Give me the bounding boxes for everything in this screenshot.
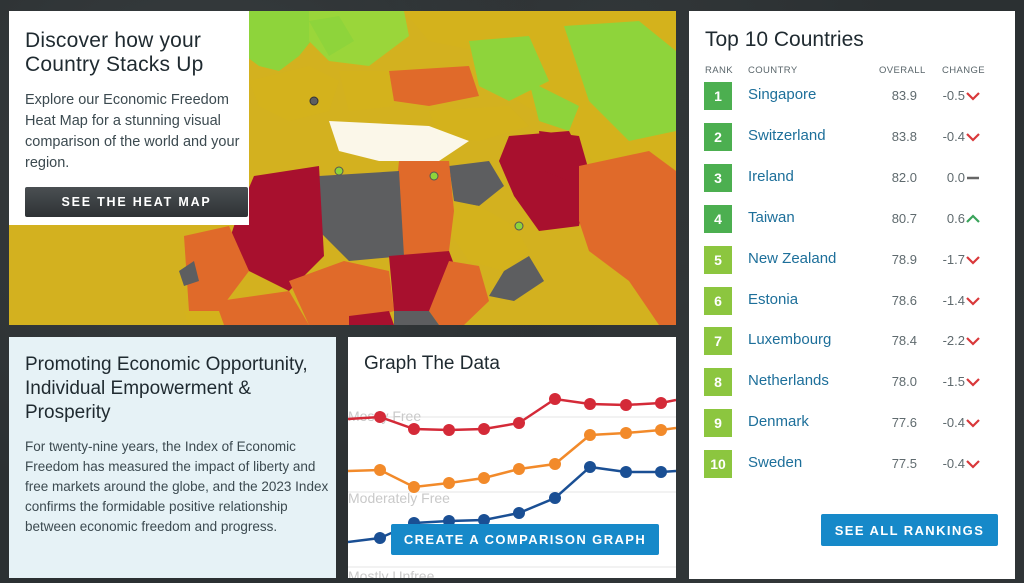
chevron-down-icon bbox=[966, 419, 980, 428]
overall-score: 80.7 bbox=[891, 210, 917, 226]
country-link[interactable]: Estonia bbox=[748, 290, 799, 308]
promo-panel: Promoting Economic Opportunity, Individu… bbox=[9, 337, 336, 578]
graph-title: Graph The Data bbox=[364, 353, 500, 374]
heat-map-description: Explore our Economic Freedom Heat Map fo… bbox=[25, 92, 240, 171]
ranking-row[interactable]: 10 Sweden 77.5 -0.4 bbox=[689, 450, 1015, 491]
ranking-row[interactable]: 6 Estonia 78.6 -1.4 bbox=[689, 286, 1015, 328]
rank-badge: 3 bbox=[704, 163, 732, 192]
rank-badge: 1 bbox=[704, 82, 732, 110]
country-link[interactable]: Singapore bbox=[748, 86, 817, 103]
ranking-row[interactable]: 2 Switzerland 83.8 -0.4 bbox=[689, 122, 1015, 164]
country-link[interactable]: Sweden bbox=[748, 454, 803, 472]
country-header: COUNTRY bbox=[748, 65, 798, 76]
chevron-up-icon bbox=[966, 214, 980, 223]
rank-badge: 7 bbox=[704, 327, 732, 356]
overall-score: 83.9 bbox=[891, 88, 917, 103]
rank-badge: 5 bbox=[704, 245, 732, 274]
score-change: 0.0 bbox=[946, 169, 965, 185]
score-change: -1.4 bbox=[942, 292, 965, 308]
ranking-row[interactable]: 8 Netherlands 78.0 -1.5 bbox=[689, 368, 1015, 409]
score-change: -0.5 bbox=[942, 88, 965, 103]
ranking-row[interactable]: 4 Taiwan 80.7 0.6 bbox=[689, 204, 1015, 246]
rank-badge: 10 bbox=[704, 450, 732, 479]
chevron-down-icon bbox=[966, 255, 980, 265]
overall-score: 77.5 bbox=[891, 456, 917, 472]
country-link[interactable]: Netherlands bbox=[748, 372, 829, 390]
ranking-row[interactable]: 7 Luxembourg 78.4 -2.2 bbox=[689, 327, 1015, 368]
chevron-down-icon bbox=[966, 296, 980, 306]
promo-title: Promoting Economic Opportunity, Individu… bbox=[25, 354, 308, 423]
graph-panel: Mostly Free Moderately Free Mostly Unfre… bbox=[348, 337, 676, 578]
rank-badge: 8 bbox=[704, 368, 732, 397]
heat-map-title: Discover how your Country Stacks Up bbox=[25, 29, 204, 76]
overall-score: 78.6 bbox=[891, 292, 917, 308]
top-10-panel: Top 10 Countries RANK COUNTRY OVERALL CH… bbox=[689, 11, 1015, 579]
overall-score: 83.8 bbox=[891, 128, 917, 144]
score-change: -2.2 bbox=[942, 333, 965, 349]
ranking-row[interactable]: 1 Singapore 83.9 -0.5 bbox=[689, 82, 1015, 123]
score-change: -0.4 bbox=[942, 415, 965, 431]
ranking-row[interactable]: 5 New Zealand 78.9 -1.7 bbox=[689, 245, 1015, 287]
ranking-row[interactable]: 3 Ireland 82.0 0.0 bbox=[689, 163, 1015, 205]
top-10-title: Top 10 Countries bbox=[705, 28, 864, 51]
rank-header: RANK bbox=[705, 65, 733, 76]
rank-badge: 6 bbox=[704, 286, 732, 315]
promo-text: For twenty-nine years, the Index of Econ… bbox=[25, 439, 329, 534]
score-change: -0.4 bbox=[942, 456, 965, 472]
rank-badge: 2 bbox=[704, 122, 732, 151]
country-link[interactable]: Ireland bbox=[748, 167, 794, 185]
chevron-down-icon bbox=[966, 337, 980, 346]
see-all-rankings-button[interactable]: SEE ALL RANKINGS bbox=[821, 514, 998, 546]
heat-map-panel: Discover how your Country Stacks Up Expl… bbox=[9, 11, 676, 325]
band-label-mostly-unfree: Mostly Unfree bbox=[348, 568, 435, 578]
overall-score: 77.6 bbox=[891, 415, 917, 431]
rank-badge: 9 bbox=[704, 409, 732, 438]
rank-badge: 4 bbox=[704, 204, 732, 233]
score-change: -0.4 bbox=[942, 128, 965, 144]
band-label-moderately-free: Moderately Free bbox=[348, 490, 450, 506]
overall-score: 78.9 bbox=[891, 251, 917, 267]
chevron-down-icon bbox=[966, 133, 980, 142]
change-header: CHANGE bbox=[942, 65, 986, 76]
score-change: 0.6 bbox=[946, 210, 965, 226]
overall-score: 78.0 bbox=[891, 374, 917, 390]
country-link[interactable]: Luxembourg bbox=[748, 331, 832, 349]
create-comparison-graph-button[interactable]: CREATE A COMPARISON GRAPH bbox=[391, 524, 659, 555]
chevron-down-icon bbox=[966, 378, 980, 387]
overall-score: 78.4 bbox=[891, 333, 917, 349]
country-link[interactable]: Switzerland bbox=[748, 126, 826, 144]
overall-header: OVERALL bbox=[879, 65, 926, 76]
chevron-down-icon bbox=[966, 92, 980, 101]
country-link[interactable]: Taiwan bbox=[748, 208, 795, 226]
dash-icon bbox=[967, 176, 979, 180]
overall-score: 82.0 bbox=[891, 169, 917, 185]
see-heat-map-button[interactable]: SEE THE HEAT MAP bbox=[25, 187, 248, 217]
score-change: -1.7 bbox=[942, 251, 965, 267]
score-change: -1.5 bbox=[942, 374, 965, 390]
country-link[interactable]: New Zealand bbox=[748, 249, 837, 267]
ranking-row[interactable]: 9 Denmark 77.6 -0.4 bbox=[689, 409, 1015, 450]
country-link[interactable]: Denmark bbox=[748, 413, 809, 431]
chevron-down-icon bbox=[966, 460, 980, 469]
